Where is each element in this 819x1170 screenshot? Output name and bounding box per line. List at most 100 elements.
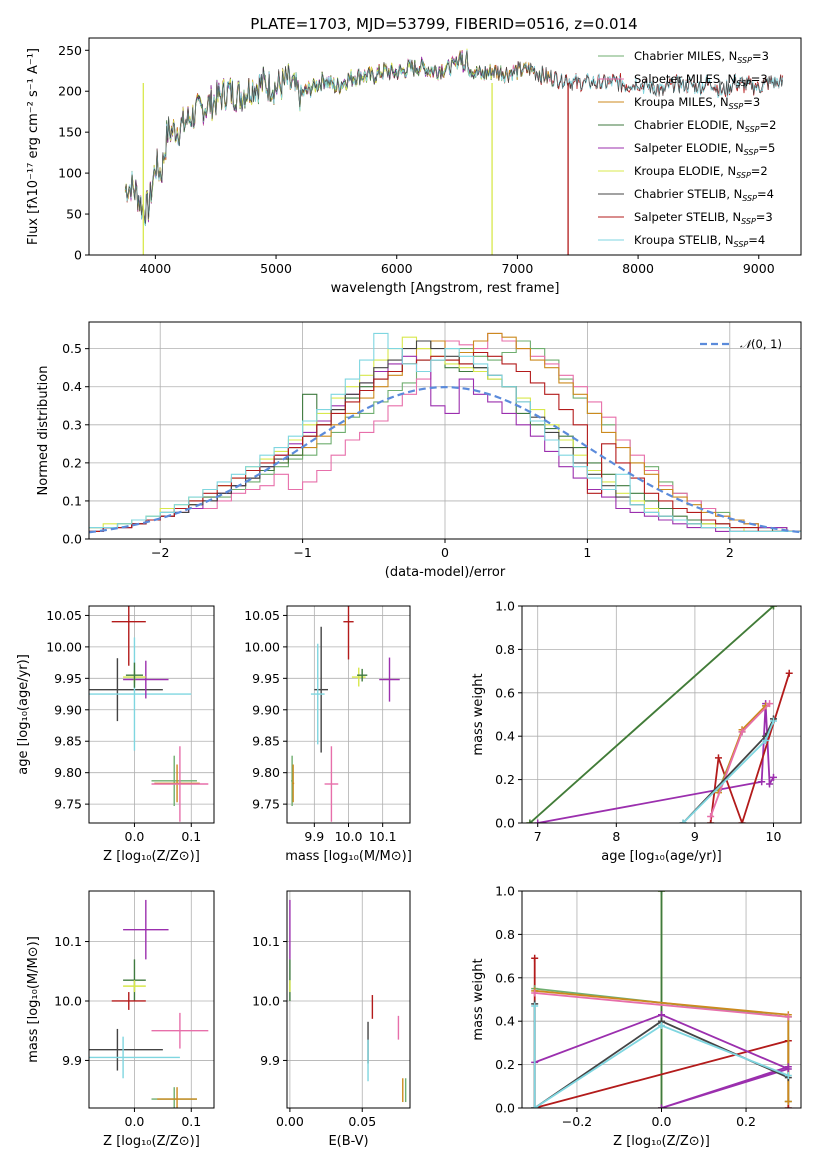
y-tick-label: 0 — [74, 248, 82, 263]
x-tick-label: 0.1 — [181, 829, 201, 844]
chart-age-vs-metallicity: 0.0 0.1 9.75 9.80 9.85 9.90 9.95 10.00 10.05 Z [l… — [16, 605, 215, 864]
weight-marker — [534, 819, 542, 823]
y-tick-label: 9.90 — [54, 702, 82, 717]
plot-area — [526, 606, 793, 823]
spectrum-line — [124, 49, 494, 225]
y-axis-label: mass [log₁₀(M/M⊙)] — [26, 936, 41, 1063]
legend-name: Salpeter ELODIE, N — [634, 141, 744, 155]
legend-sub: SSP — [745, 125, 760, 134]
y-tick-label: 10.0 — [252, 993, 280, 1008]
x-tick-label: 10.0 — [335, 829, 363, 844]
y-tick-label: 10.05 — [46, 608, 82, 623]
weight-marker — [769, 773, 777, 781]
weight-marker — [531, 954, 539, 962]
plot-area — [531, 891, 792, 1108]
y-tick-label: 9.85 — [252, 734, 280, 749]
axes-frame — [88, 605, 215, 824]
weight-marker — [658, 1011, 665, 1019]
y-tick-label: 0.4 — [62, 379, 82, 394]
weight-marker — [766, 780, 774, 788]
figure-title: PLATE=1703, MJD=53799, FIBERID=0516, z=0… — [250, 15, 637, 33]
plot-area — [124, 48, 784, 255]
y-tick-label: 9.80 — [54, 765, 82, 780]
y-tick-label: 9.75 — [252, 797, 280, 812]
weight-marker — [769, 606, 777, 610]
weight-line — [534, 992, 789, 1018]
y-tick-label: 200 — [58, 84, 82, 99]
x-tick-label: 0.0 — [125, 1114, 145, 1129]
x-tick-label: 7 — [534, 829, 542, 844]
chart-mass-weight-vs-metallicity: −0.2 0.0 0.2 0.0 0.2 0.4 0.6 0.8 1.0 Z [log₁₀(Z/Z… — [471, 884, 802, 1149]
y-tick-label: 9.95 — [54, 671, 82, 686]
weight-marker — [785, 669, 793, 677]
x-tick-label: 1 — [583, 545, 591, 560]
plot-area — [289, 899, 407, 1103]
plot-area — [89, 606, 209, 822]
y-tick-label: 50 — [66, 207, 82, 222]
weight-marker — [762, 737, 770, 745]
y-tick-label: 10.0 — [54, 993, 82, 1008]
x-tick-label: 4000 — [139, 261, 171, 276]
weight-marker — [531, 1002, 539, 1010]
y-tick-label: 0.2 — [495, 772, 515, 787]
weight-marker — [679, 819, 687, 823]
legend-sub: SSP — [729, 102, 744, 111]
legend-tail: =3 — [743, 95, 760, 109]
weight-marker — [784, 1071, 792, 1079]
weight-marker — [784, 1063, 792, 1071]
y-tick-label: 10.1 — [252, 934, 280, 949]
legend-tail: =2 — [751, 164, 768, 178]
y-tick-label: 10.1 — [54, 934, 82, 949]
x-tick-label: 0.1 — [181, 1114, 201, 1129]
weight-marker — [758, 778, 766, 786]
y-tick-label: 0.2 — [495, 1057, 515, 1072]
weight-line — [529, 606, 775, 823]
axes-frame — [88, 890, 215, 1109]
y-tick-label: 0.0 — [495, 1101, 515, 1116]
y-tick-label: 1.0 — [495, 599, 515, 614]
legend-entry: Chabrier STELIB, NSSP=4 — [634, 187, 774, 203]
y-tick-label: 0.8 — [495, 927, 515, 942]
legend-tail: =2 — [760, 118, 777, 132]
x-axis-label: Z [log₁₀(Z/Z⊙)] — [103, 1134, 200, 1149]
x-tick-label: 9 — [691, 829, 699, 844]
y-tick-label: 9.80 — [252, 765, 280, 780]
y-tick-label: 250 — [58, 43, 82, 58]
legend-entry: Kroupa STELIB, NSSP=4 — [634, 233, 765, 249]
x-tick-label: 8000 — [622, 261, 654, 276]
chart-residual-histogram: −2 −1 0 1 2 0.0 0.1 0.2 0.3 0.4 0.5 (data-model)/er… — [36, 321, 802, 580]
legend-entry: Chabrier ELODIE, NSSP=2 — [634, 118, 776, 134]
gaussian-reference-curve — [89, 385, 801, 534]
x-axis-label: mass [log₁₀(M/M⊙)] — [285, 849, 412, 864]
x-axis-label: age [log₁₀(age/yr)] — [601, 849, 722, 864]
y-tick-label: 0.5 — [62, 341, 82, 356]
legend-entry: Chabrier MILES, NSSP=3 — [634, 49, 769, 65]
weight-marker — [707, 819, 715, 823]
x-axis-label: Z [log₁₀(Z/Z⊙)] — [613, 1134, 710, 1149]
chart-spectrum: 4000 5000 6000 7000 8000 9000 0 50 100 150 200 250 w… — [26, 37, 802, 296]
y-tick-label: 9.9 — [62, 1053, 82, 1068]
legend-tail: =3 — [751, 72, 768, 86]
y-tick-label: 10.00 — [46, 639, 82, 654]
y-axis-label: mass weight — [471, 958, 486, 1040]
y-axis-label: mass weight — [471, 673, 486, 755]
legend-name: Chabrier MILES, N — [634, 49, 737, 63]
chart-mass-vs-metallicity: 0.0 0.1 9.9 10.0 10.1 Z [log₁₀(Z/Z⊙)] mass [lo… — [26, 890, 215, 1149]
y-tick-label: 0.0 — [62, 532, 82, 547]
y-tick-label: 0.3 — [62, 417, 82, 432]
axes-frame — [521, 605, 802, 824]
x-tick-label: −0.2 — [562, 1114, 592, 1129]
y-tick-label: 0.8 — [495, 642, 515, 657]
y-tick-label: 1.0 — [495, 884, 515, 899]
legend-tail: =3 — [756, 210, 773, 224]
y-tick-label: 9.85 — [54, 734, 82, 749]
plot-area — [291, 606, 400, 822]
y-tick-label: 0.2 — [62, 455, 82, 470]
weight-marker — [784, 1013, 792, 1021]
legend-entry: Kroupa MILES, NSSP=3 — [634, 95, 760, 111]
spectrum-line — [124, 50, 554, 224]
weight-marker — [658, 1104, 665, 1108]
x-tick-label: 10 — [766, 829, 782, 844]
x-tick-label: 10.1 — [369, 829, 397, 844]
